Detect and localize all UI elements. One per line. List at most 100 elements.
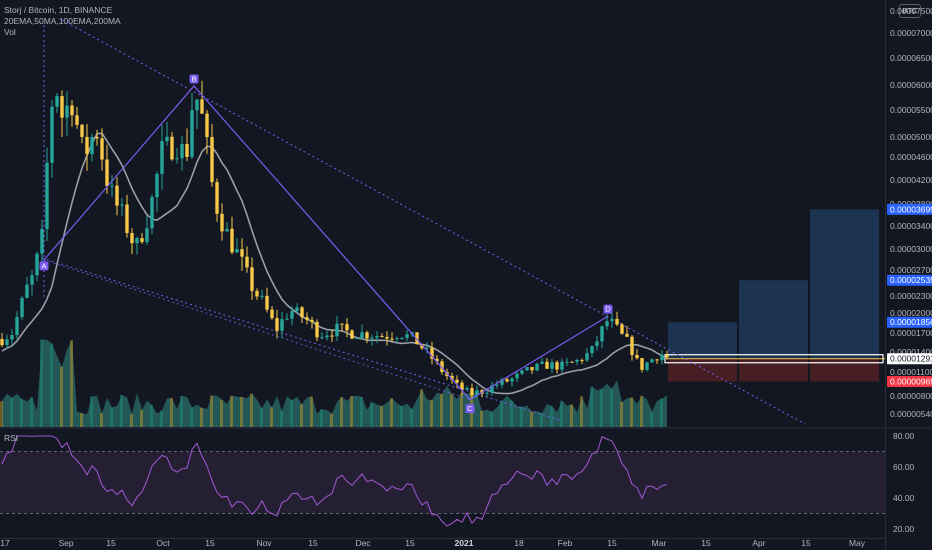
candle-body — [375, 336, 379, 338]
candle-body — [485, 392, 489, 394]
candle-body — [240, 249, 244, 257]
stop-zone — [810, 358, 879, 382]
rsi-tick-label: 40.00 — [893, 493, 915, 503]
price-label: 0.00002535 — [890, 275, 932, 285]
volume-legend[interactable]: Vol — [4, 27, 16, 37]
candle-body — [645, 362, 649, 370]
candle-body — [355, 338, 359, 340]
time-tick-label: 17 — [0, 538, 10, 548]
candle-body — [520, 370, 524, 374]
candle-body — [295, 307, 299, 312]
candle-body — [135, 238, 139, 244]
time-tick-label: 2021 — [455, 538, 474, 548]
price-tick-label: 0.00002000 — [890, 308, 932, 318]
volume-bar — [410, 409, 413, 427]
volume-bar — [220, 399, 223, 427]
candle-body — [180, 144, 184, 159]
candle-body — [175, 158, 179, 160]
candle-body — [425, 347, 429, 349]
candle-body — [215, 182, 219, 214]
rsi-tick-label: 60.00 — [893, 462, 915, 472]
candle-body — [365, 332, 369, 339]
price-label-bg — [887, 376, 932, 388]
candle-body — [30, 275, 34, 285]
price-label-bg — [887, 203, 932, 215]
candle-body — [285, 318, 289, 320]
candle-body — [305, 317, 309, 320]
ma-line — [1, 132, 668, 395]
candle-body — [0, 338, 4, 346]
price-tick-label: 0.00006000 — [890, 80, 932, 90]
candle-body — [100, 138, 104, 160]
candle-body — [315, 321, 319, 338]
rsi-tick-label: 80.00 — [893, 431, 915, 441]
candle-body — [45, 162, 49, 229]
volume-bar — [40, 339, 43, 427]
candle-body — [60, 96, 64, 118]
candle-body — [5, 339, 9, 346]
time-tick-label: 15 — [405, 538, 415, 548]
price-tick-partial: 0.00007500 — [890, 6, 932, 16]
candle-body — [510, 378, 514, 382]
volume-bar — [290, 400, 293, 427]
time-tick-label: 18 — [514, 538, 524, 548]
candle-body — [620, 324, 624, 334]
volume-bar — [310, 396, 313, 427]
candle-body — [160, 141, 164, 174]
volume-bar — [550, 406, 553, 427]
candle-body — [220, 213, 224, 232]
candle-body — [600, 326, 604, 342]
candle-body — [195, 99, 199, 111]
volume-bar — [650, 411, 653, 427]
candle-body — [210, 137, 214, 183]
candle-body — [565, 361, 569, 363]
volume-bar — [520, 406, 523, 427]
target-zone — [739, 280, 808, 359]
candle-body — [350, 330, 354, 339]
volume-bar — [30, 397, 33, 427]
axes: 0.00007500 0.00007000 0.00006500 0.00006000… — [0, 6, 932, 548]
price-label-bg — [887, 316, 932, 328]
volume-bar — [210, 395, 213, 427]
candle-body — [465, 388, 469, 390]
volume-bar — [440, 394, 443, 427]
candle-body — [395, 338, 399, 340]
pattern-path — [43, 85, 609, 401]
volume-bar — [660, 398, 663, 427]
harmonic-pattern: A B C D — [39, 74, 613, 414]
volume-bar — [360, 396, 363, 427]
candle-body — [470, 388, 474, 396]
time-tick-label: 15 — [205, 538, 215, 548]
target-zone — [810, 209, 879, 359]
candle-body — [475, 390, 479, 396]
candle-body — [115, 185, 119, 206]
candle-body — [50, 106, 54, 163]
candle-body — [575, 359, 579, 362]
volume-bar — [530, 411, 533, 427]
candle-body — [585, 353, 589, 361]
price-label-bg — [887, 353, 932, 365]
candle-body — [400, 337, 404, 339]
candle-body — [310, 319, 314, 322]
candle-body — [245, 256, 249, 268]
time-tick-label: Mar — [652, 538, 667, 548]
candle-body — [130, 233, 134, 244]
candle-body — [650, 359, 654, 363]
volume-area — [0, 339, 667, 427]
indicators-legend[interactable]: 20EMA,50MA,100EMA,200MA — [4, 16, 121, 26]
price-tick-label: 0.00004200 — [890, 175, 932, 185]
pattern-point-a: A — [41, 261, 46, 270]
volume-bar — [200, 407, 203, 427]
price-tick-label: 0.00005000 — [890, 132, 932, 142]
candle-body — [420, 344, 424, 349]
volume-bar — [180, 396, 183, 427]
candle-body — [205, 113, 209, 138]
candle-body — [255, 290, 259, 297]
volume-bar — [580, 396, 583, 427]
currency-badge[interactable]: BTC — [899, 4, 921, 18]
candle-body — [235, 249, 239, 253]
candle-body — [335, 323, 339, 337]
candle-body — [530, 367, 534, 371]
pattern-point-a-badge — [39, 261, 49, 271]
